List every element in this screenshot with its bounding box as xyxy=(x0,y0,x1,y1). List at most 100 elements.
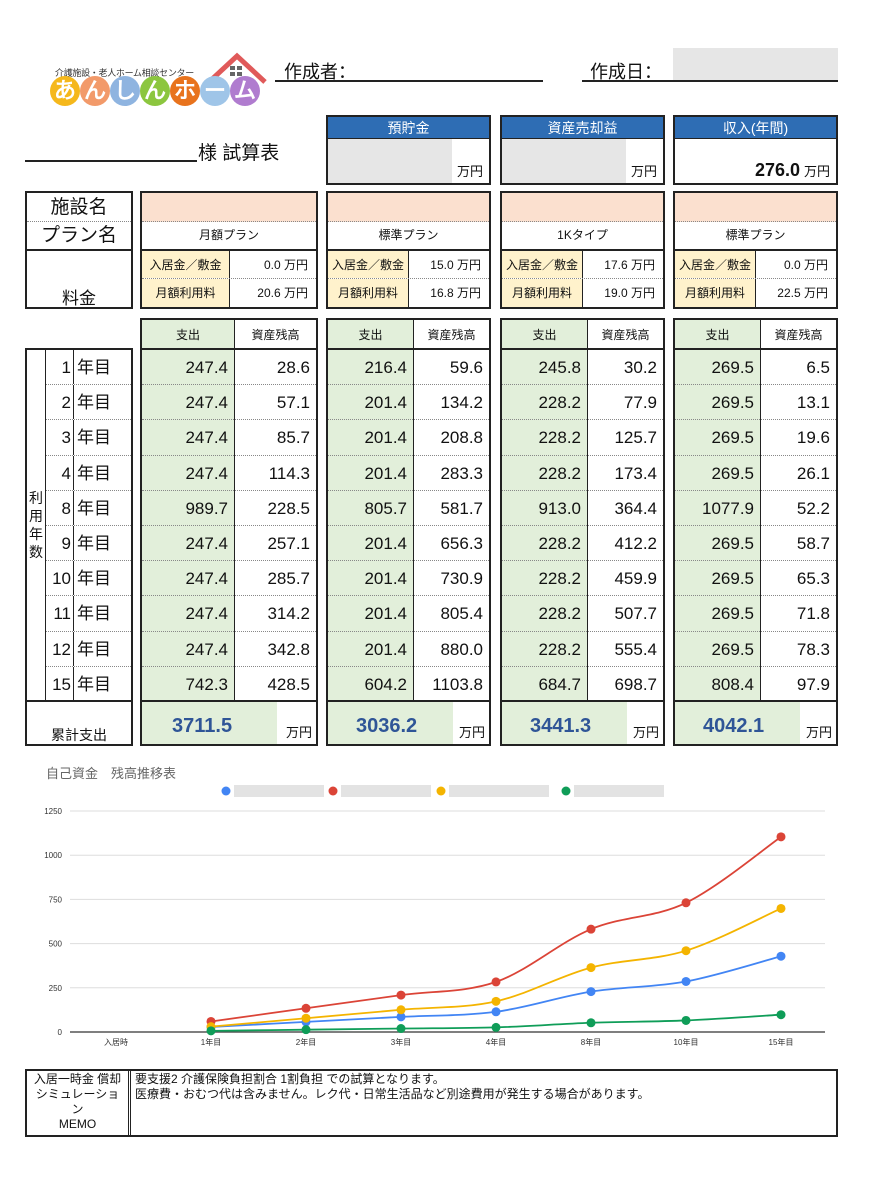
facility-name-input[interactable] xyxy=(675,193,836,222)
summary-input[interactable]: 万円 xyxy=(328,139,489,183)
expense-header: 支出 xyxy=(675,320,761,348)
balance-value: 173.4 xyxy=(614,463,657,483)
table-row: 247.4 257.1 xyxy=(142,526,316,562)
balance-value: 13.1 xyxy=(796,393,830,413)
data-point xyxy=(681,898,691,908)
table-row: 201.4 880.0 xyxy=(328,632,489,667)
plan-header-box: 1Kタイプ xyxy=(500,191,665,251)
year-number: 8 xyxy=(46,490,74,525)
balance-value: 228.5 xyxy=(267,498,310,518)
expense-value: 247.4 xyxy=(185,463,228,483)
balance-header: 資産残高 xyxy=(251,328,300,342)
memo-label-line: MEMO xyxy=(58,1117,97,1131)
fee-box: 入居金／敷金 0.0 万円 月額利用料 22.5 万円 xyxy=(673,249,838,309)
balance-value: 314.2 xyxy=(267,604,310,624)
logo-letter: ム xyxy=(230,76,260,106)
table-row: 201.4 208.8 xyxy=(328,420,489,456)
y-tick-label: 500 xyxy=(49,940,63,949)
x-tick-label: 1年目 xyxy=(201,1037,221,1047)
legend-marker xyxy=(221,786,231,796)
expense-value: 201.4 xyxy=(364,534,407,553)
table-row: 228.2 555.4 xyxy=(502,632,663,667)
year-row: 10 年目 xyxy=(46,561,131,597)
data-box: 247.4 28.6 247.4 57.1 247.4 85.7 247.4 114.3 989… xyxy=(140,348,318,702)
fee-value: 0.0 万円 xyxy=(263,258,308,272)
table-row: 247.4 285.7 xyxy=(142,561,316,597)
facility-name-input[interactable] xyxy=(502,193,663,222)
plan-label: プラン名 xyxy=(40,225,117,246)
table-row: 216.4 59.6 xyxy=(328,350,489,386)
expense-value: 201.4 xyxy=(364,604,407,624)
plan-header-box: 月額プラン xyxy=(140,191,318,251)
balance-value: 59.6 xyxy=(449,358,483,377)
data-point xyxy=(491,1022,501,1032)
table-row: 247.4 57.1 xyxy=(142,385,316,421)
balance-value: 412.2 xyxy=(614,534,657,553)
data-point xyxy=(396,1005,406,1015)
table-row: 247.4 342.8 xyxy=(142,632,316,667)
total-expense-value: 3036.2 xyxy=(356,715,418,737)
expense-value: 805.7 xyxy=(364,498,407,518)
memo-text[interactable]: 要支援2 介護保険負担割合 1割負担 での試算となります。 医療費・おむつ代は含み… xyxy=(135,1072,649,1102)
author-label: 作成者： xyxy=(284,62,356,82)
balance-value: 77.9 xyxy=(623,393,657,413)
total-fill xyxy=(502,702,627,744)
summary-input[interactable]: 276.0 万円 xyxy=(675,139,836,183)
logo-letter: ホ xyxy=(170,76,200,106)
facility-name-input[interactable] xyxy=(328,193,489,222)
year-row: 4 年目 xyxy=(46,455,131,491)
column-header-box: 支出 資産残高 xyxy=(140,318,318,350)
table-row: 269.5 71.8 xyxy=(675,596,836,632)
year-row: 12 年目 xyxy=(46,631,131,667)
fee-row: 入居金／敷金 0.0 万円 xyxy=(142,251,316,279)
legend-label-redacted xyxy=(234,785,324,797)
summary-value: 276.0 xyxy=(754,160,800,180)
column-header-box: 支出 資産残高 xyxy=(500,318,665,350)
table-row: 808.4 97.9 xyxy=(675,667,836,702)
customer-name-field[interactable] xyxy=(25,160,197,162)
year-number: 9 xyxy=(46,526,74,561)
expense-value: 269.5 xyxy=(711,428,754,448)
data-point xyxy=(681,946,691,956)
expense-value: 216.4 xyxy=(364,358,407,377)
year-row: 2 年目 xyxy=(46,385,131,421)
date-underline xyxy=(582,80,838,82)
year-number: 11 xyxy=(46,596,74,631)
years-label-box: 利用年数 1 年目 2 年目 3 年目 4 年目 8 年目 9 年目 10 年目 11 年目 12 年目 15 年目 xyxy=(25,348,133,702)
logo-letter: し xyxy=(110,76,140,106)
x-tick-label: 10年目 xyxy=(674,1037,699,1047)
summary-header: 預貯金 xyxy=(328,117,489,139)
data-point xyxy=(301,1013,311,1023)
summary-input[interactable]: 万円 xyxy=(502,139,663,183)
data-box: 245.8 30.2 228.2 77.9 228.2 125.7 228.2 173.4 91… xyxy=(500,348,665,702)
fee-label: 入居金／敷金 xyxy=(142,251,230,278)
table-row: 201.4 283.3 xyxy=(328,456,489,491)
fee-label: 月額利用料 xyxy=(502,279,583,307)
legend-marker xyxy=(561,786,571,796)
balance-value: 1103.8 xyxy=(432,674,483,694)
expense-value: 228.2 xyxy=(538,428,581,448)
year-suffix: 年目 xyxy=(77,428,111,448)
total-unit: 万円 xyxy=(805,725,832,740)
y-tick-label: 750 xyxy=(49,895,63,904)
fee-label: 月額利用料 xyxy=(142,279,230,307)
author-field[interactable] xyxy=(275,80,543,82)
balance-header: 資産残高 xyxy=(427,328,476,342)
facility-name-input[interactable] xyxy=(142,193,316,222)
table-row: 201.4 656.3 xyxy=(328,526,489,562)
date-field[interactable] xyxy=(673,48,838,80)
data-point xyxy=(586,963,596,973)
summary-box: 収入(年間) 276.0 万円 xyxy=(673,115,838,185)
expense-value: 247.4 xyxy=(185,358,228,377)
fee-row: 入居金／敷金 0.0 万円 xyxy=(675,251,836,279)
table-row: 201.4 730.9 xyxy=(328,561,489,597)
table-row: 228.2 507.7 xyxy=(502,596,663,632)
year-number: 4 xyxy=(46,455,74,490)
series-line xyxy=(210,955,782,1028)
expense-value: 269.5 xyxy=(711,604,754,624)
summary-header: 収入(年間) xyxy=(675,117,836,139)
balance-value: 97.9 xyxy=(796,674,830,694)
balance-value: 428.5 xyxy=(267,674,310,694)
fee-value: 17.6 万円 xyxy=(604,258,655,272)
balance-value: 85.7 xyxy=(276,428,310,448)
